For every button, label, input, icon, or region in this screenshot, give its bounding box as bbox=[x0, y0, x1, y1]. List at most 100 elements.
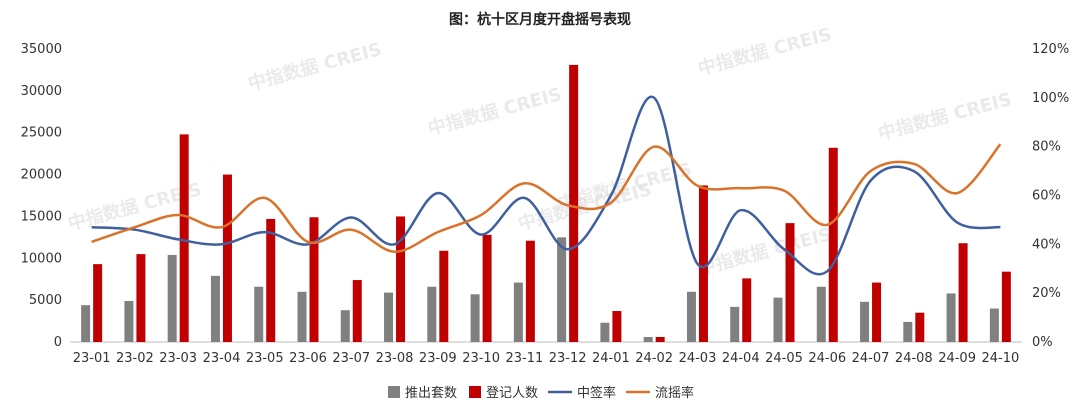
bar-登记人数-23-05 bbox=[266, 218, 276, 342]
bar-推出套数-23-09 bbox=[427, 286, 437, 342]
bar-登记人数-23-10 bbox=[482, 234, 492, 342]
bar-登记人数-23-01 bbox=[93, 264, 103, 342]
chart-title: 图：杭十区月度开盘摇号表现 bbox=[449, 11, 631, 28]
watermark-text: 中指数据 CREIS bbox=[876, 88, 1014, 145]
bar-登记人数-24-05 bbox=[785, 223, 795, 342]
bar-推出套数-23-06 bbox=[297, 291, 307, 342]
legend-swatch-推出套数 bbox=[388, 386, 400, 398]
bar-登记人数-24-07 bbox=[872, 282, 882, 342]
watermark-text: 中指数据 CREIS bbox=[696, 23, 834, 80]
bar-推出套数-23-01 bbox=[81, 305, 91, 342]
x-tick-label: 24-04 bbox=[722, 351, 760, 366]
lines-layer bbox=[91, 95, 1002, 276]
x-tick-label: 24-03 bbox=[679, 351, 717, 366]
y-left-tick-label: 10000 bbox=[21, 251, 62, 266]
y-right-tick-label: 0% bbox=[1032, 335, 1053, 350]
bar-登记人数-23-12 bbox=[569, 64, 579, 343]
x-tick-label: 24-08 bbox=[895, 351, 933, 366]
bar-推出套数-24-04 bbox=[730, 306, 740, 342]
bar-登记人数-24-09 bbox=[958, 243, 968, 342]
y-left-tick-label: 20000 bbox=[21, 168, 62, 183]
bar-推出套数-24-03 bbox=[686, 291, 696, 342]
x-tick-label: 24-09 bbox=[938, 351, 976, 366]
bar-登记人数-23-08 bbox=[396, 216, 406, 342]
y-left-tick-label: 15000 bbox=[21, 209, 62, 224]
bars-layer bbox=[81, 64, 1011, 343]
legend-label-登记人数: 登记人数 bbox=[486, 386, 538, 401]
watermark-layer: 中指数据 CREIS 中指数据 CREIS 中指数据 CREIS 中指数据 CREIS… bbox=[66, 23, 1014, 280]
x-tick-label: 23-03 bbox=[159, 351, 197, 366]
y-right-tick-label: 120% bbox=[1032, 42, 1069, 57]
bar-登记人数-23-09 bbox=[439, 250, 449, 342]
x-tick-label: 24-07 bbox=[852, 351, 890, 366]
axes-layer: 0 5000 10000 15000 20000 25000 30000 35000 0% 20%… bbox=[21, 42, 1070, 366]
bar-登记人数-24-08 bbox=[915, 312, 925, 342]
line-中签率 bbox=[91, 95, 1001, 276]
legend-label-推出套数: 推出套数 bbox=[405, 385, 457, 401]
bar-推出套数-23-12 bbox=[557, 237, 567, 342]
bar-推出套数-24-05 bbox=[773, 297, 783, 342]
bar-登记人数-23-11 bbox=[525, 240, 535, 342]
bar-推出套数-24-10 bbox=[989, 308, 999, 342]
bar-推出套数-24-06 bbox=[816, 286, 826, 342]
bar-登记人数-24-03 bbox=[698, 185, 708, 342]
bar-登记人数-24-10 bbox=[1001, 271, 1011, 342]
bar-推出套数-24-08 bbox=[903, 321, 913, 342]
bar-登记人数-23-06 bbox=[309, 217, 319, 342]
x-tick-label: 23-04 bbox=[203, 351, 241, 366]
bar-登记人数-23-04 bbox=[222, 174, 232, 342]
bar-登记人数-23-03 bbox=[179, 134, 189, 342]
bar-推出套数-23-11 bbox=[513, 282, 523, 342]
x-tick-label: 23-10 bbox=[462, 351, 500, 366]
y-left-tick-label: 25000 bbox=[21, 126, 62, 141]
bar-登记人数-23-07 bbox=[352, 280, 362, 342]
bar-推出套数-23-10 bbox=[470, 294, 480, 342]
bar-登记人数-24-04 bbox=[742, 278, 752, 342]
legend-label-中签率: 中签率 bbox=[577, 385, 616, 401]
watermark-text: 中指数据 CREIS bbox=[246, 38, 384, 95]
line-流摇率 bbox=[91, 143, 1002, 253]
y-right-tick-label: 60% bbox=[1032, 189, 1061, 204]
bar-推出套数-23-05 bbox=[254, 286, 264, 342]
bar-推出套数-23-03 bbox=[167, 254, 177, 342]
bar-推出套数-24-02 bbox=[643, 336, 653, 342]
y-right-tick-label: 40% bbox=[1032, 237, 1061, 252]
x-tick-label: 23-05 bbox=[246, 351, 284, 366]
bar-推出套数-23-07 bbox=[340, 310, 350, 342]
bar-登记人数-24-02 bbox=[655, 336, 665, 342]
bar-登记人数-23-02 bbox=[136, 254, 146, 342]
bar-推出套数-24-09 bbox=[946, 293, 956, 342]
bar-推出套数-24-01 bbox=[600, 322, 610, 342]
x-tick-label: 23-11 bbox=[505, 351, 543, 366]
x-tick-label: 23-02 bbox=[116, 351, 154, 366]
bar-登记人数-24-01 bbox=[612, 311, 622, 342]
x-tick-label: 23-09 bbox=[419, 351, 457, 366]
x-tick-label: 24-02 bbox=[635, 351, 673, 366]
x-tick-label: 23-01 bbox=[73, 351, 111, 366]
x-tick-label: 24-05 bbox=[765, 351, 803, 366]
y-right-tick-label: 80% bbox=[1032, 140, 1061, 155]
x-tick-label: 23-07 bbox=[332, 351, 370, 366]
bar-推出套数-23-08 bbox=[384, 292, 394, 342]
legend-swatch-登记人数 bbox=[469, 386, 481, 398]
y-left-tick-label: 5000 bbox=[29, 293, 62, 308]
bar-推出套数-23-02 bbox=[124, 300, 134, 342]
y-right-tick-label: 100% bbox=[1032, 91, 1069, 106]
chart-legend: 推出套数 登记人数 中签率 流摇率 bbox=[388, 385, 694, 401]
bar-推出套数-23-04 bbox=[210, 275, 220, 342]
x-tick-label: 23-08 bbox=[376, 351, 414, 366]
y-left-tick-label: 30000 bbox=[21, 84, 62, 99]
x-tick-label: 24-06 bbox=[808, 351, 846, 366]
x-tick-label: 24-01 bbox=[592, 351, 630, 366]
y-left-tick-label: 0 bbox=[54, 335, 62, 350]
watermark-text: 中指数据 CREIS bbox=[426, 83, 564, 140]
bar-推出套数-24-07 bbox=[860, 301, 870, 342]
x-tick-label: 24-10 bbox=[981, 351, 1019, 366]
y-left-tick-label: 35000 bbox=[21, 42, 62, 57]
x-tick-label: 23-12 bbox=[549, 351, 587, 366]
y-right-tick-label: 20% bbox=[1032, 286, 1061, 301]
bar-登记人数-24-06 bbox=[828, 147, 838, 342]
x-tick-label: 23-06 bbox=[289, 351, 327, 366]
